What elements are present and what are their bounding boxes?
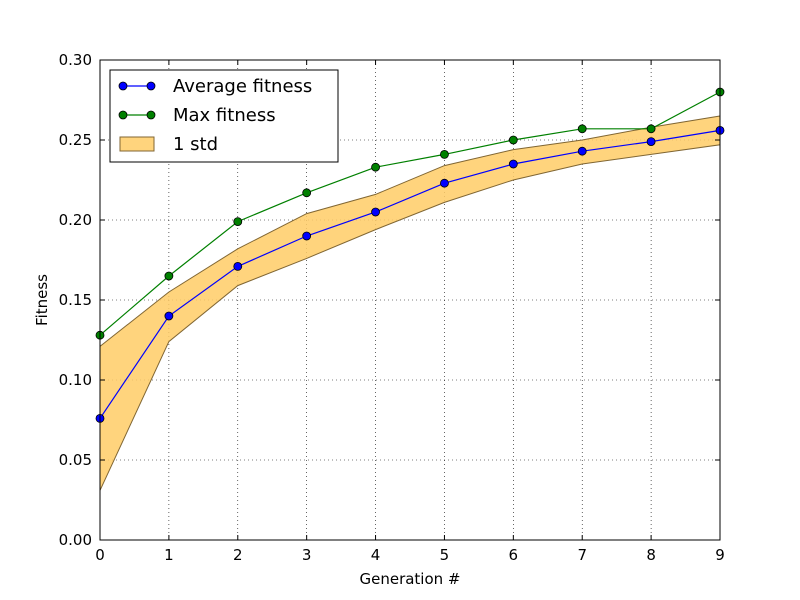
average-fitness-series [95,125,725,423]
y-tick-label: 0.10 [59,371,92,389]
legend-average-fitness-marker [118,81,128,91]
average-fitness-point [646,137,656,147]
average-fitness-point [577,146,587,156]
legend-average-fitness-label: Average fitness [173,76,312,97]
average-fitness-point [371,207,380,217]
legend-max-fitness-label: Max fitness [173,105,276,126]
max-fitness-point [233,217,243,227]
y-tick-label: 0.15 [59,291,92,309]
x-tick-label: 0 [95,546,105,564]
x-axis-label: Generation # [359,570,460,588]
average-fitness-point [164,311,174,321]
tick-layer: 0 1 2 3 4 5 6 7 8 9 0.00 0.05 0.10 0.15 0.20 0.25 0.30 [59,51,725,564]
max-fitness-point [371,162,380,172]
x-tick-label: 8 [646,546,656,564]
x-tick-label: 2 [233,546,243,564]
average-fitness-point [302,231,312,241]
x-tick-label: 6 [509,546,519,564]
y-tick-label: 0.25 [59,131,92,149]
max-fitness-point [577,124,587,134]
legend-std-swatch [119,136,155,152]
max-fitness-point [508,135,518,145]
x-tick-label: 1 [164,546,174,564]
x-tick-label: 7 [577,546,587,564]
max-fitness-point [440,149,449,159]
max-fitness-point [302,188,312,198]
y-tick-label: 0.05 [59,451,92,469]
legend: Average fitness Max fitness 1 std [109,69,339,163]
average-fitness-point [233,261,243,271]
x-tick-label: 4 [371,546,381,564]
max-fitness-point [164,271,174,281]
average-fitness-line [99,129,721,419]
x-tick-label: 5 [440,546,450,564]
y-tick-label: 0.20 [59,211,92,229]
y-tick-label: 0.30 [59,51,92,69]
legend-max-fitness-marker [146,110,156,120]
average-fitness-point [508,159,518,169]
max-fitness-series [95,87,725,340]
x-tick-label: 3 [302,546,312,564]
legend-average-fitness-marker [146,81,156,91]
legend-max-fitness-marker [118,110,128,120]
average-fitness-point [440,178,449,188]
y-axis-label: Fitness [33,274,51,326]
legend-std-label: 1 std [173,134,218,155]
x-tick-label: 9 [715,546,725,564]
max-fitness-point [646,124,656,134]
y-tick-label: 0.00 [59,531,92,549]
series-layer [95,87,725,423]
max-fitness-line [99,91,721,336]
